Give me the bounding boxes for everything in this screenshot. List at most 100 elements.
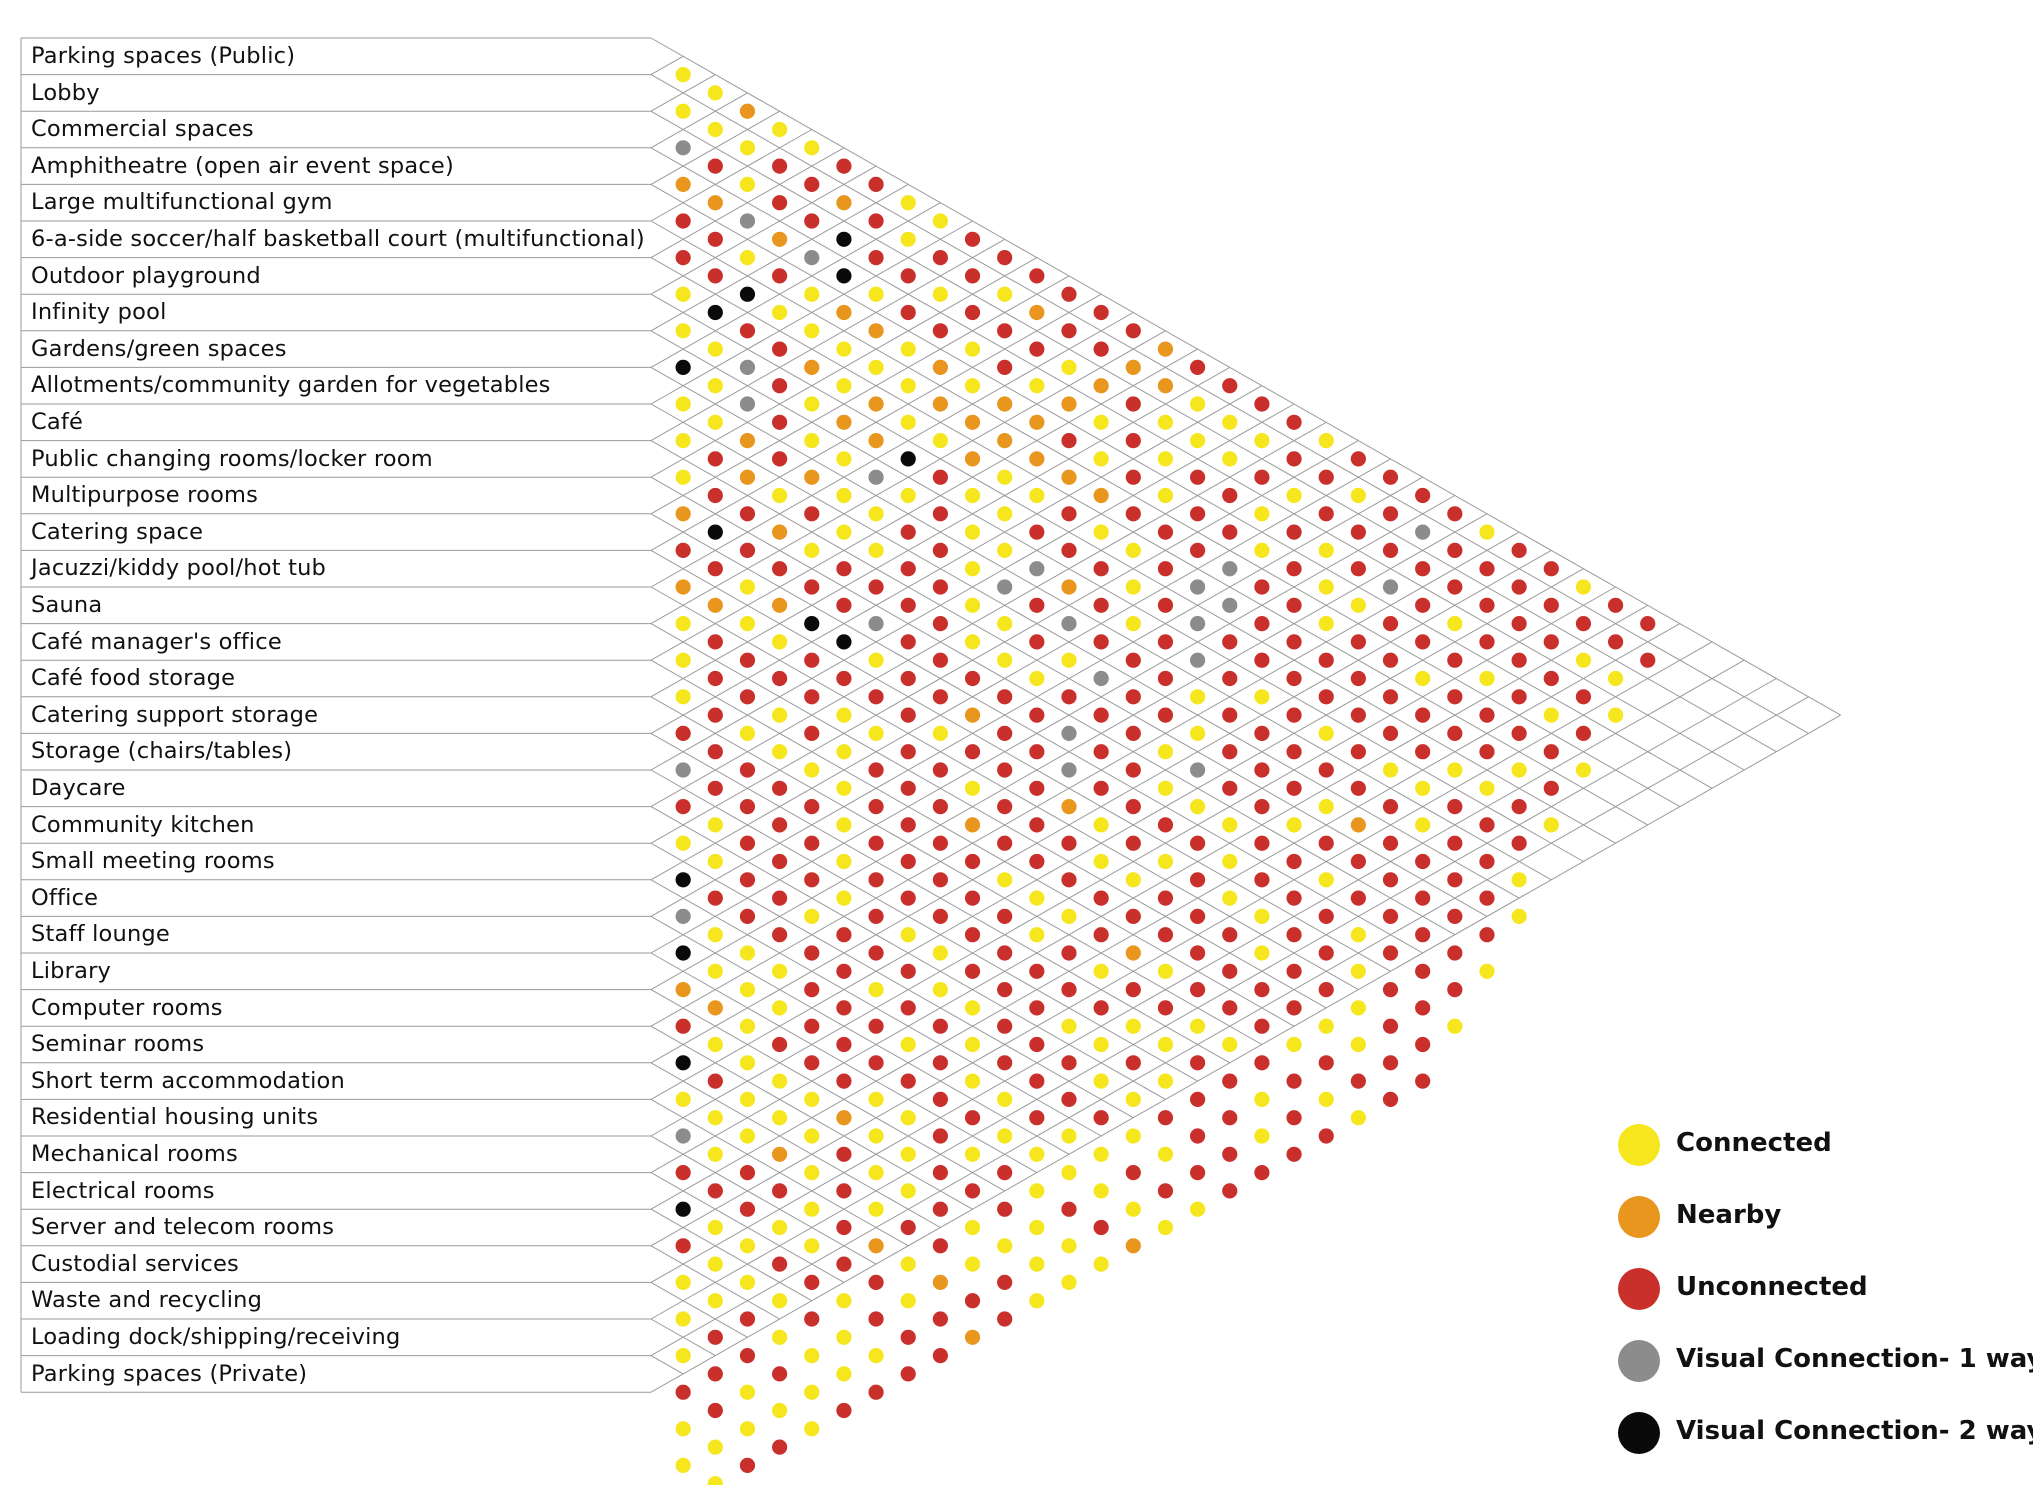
relation-dot bbox=[1125, 323, 1141, 339]
relation-dot bbox=[1447, 725, 1463, 742]
relation-dot bbox=[1350, 670, 1366, 687]
relation-dot bbox=[900, 817, 916, 833]
relation-dot bbox=[868, 799, 884, 815]
relation-dot bbox=[1061, 652, 1077, 668]
row-label: Infinity pool bbox=[31, 299, 167, 326]
legend-label: Visual Connection- 2 way bbox=[1676, 1416, 2033, 1446]
relation-dot bbox=[707, 1329, 723, 1345]
relation-dot bbox=[932, 1201, 948, 1217]
relation-dot bbox=[900, 1000, 916, 1016]
relation-dot bbox=[1382, 1055, 1399, 1071]
row-label: Catering support storage bbox=[31, 701, 319, 728]
relation-dot bbox=[1447, 799, 1463, 815]
relation-dot bbox=[1125, 1055, 1141, 1071]
relation-dot bbox=[932, 506, 948, 522]
relation-dot bbox=[1157, 561, 1174, 577]
grid-diagonal-up bbox=[650, 55, 684, 76]
relation-dot bbox=[1415, 1073, 1431, 1089]
relation-dot bbox=[1029, 634, 1045, 650]
relation-dot bbox=[932, 725, 948, 742]
relation-dot bbox=[964, 1256, 981, 1272]
grid-diagonal-down bbox=[650, 476, 1456, 936]
relation-dot bbox=[1479, 634, 1495, 650]
relation-dot bbox=[1382, 872, 1399, 888]
relation-dot bbox=[997, 1055, 1013, 1071]
relation-dot bbox=[900, 597, 916, 613]
row-label: Sauna bbox=[31, 592, 103, 618]
relation-dot bbox=[739, 213, 756, 229]
relation-dot bbox=[900, 341, 916, 357]
relation-dot bbox=[1543, 817, 1559, 833]
relation-dot bbox=[1222, 487, 1238, 504]
relation-dot bbox=[900, 1146, 916, 1162]
relation-dot bbox=[707, 121, 723, 138]
relation-dot bbox=[675, 579, 691, 595]
relation-dot bbox=[836, 1146, 852, 1162]
relation-dot bbox=[675, 1128, 691, 1144]
grid-diagonal-down bbox=[650, 623, 1327, 1009]
relation-dot bbox=[1157, 487, 1174, 504]
relation-dot bbox=[1190, 1091, 1206, 1107]
relation-dot bbox=[739, 616, 756, 632]
relation-dot bbox=[1318, 469, 1334, 485]
relation-dot bbox=[675, 725, 691, 742]
relation-dot bbox=[868, 1201, 884, 1217]
relation-dot bbox=[1607, 597, 1624, 613]
relation-dot bbox=[1190, 616, 1206, 632]
relation-dot bbox=[707, 1219, 723, 1236]
relation-dot bbox=[1447, 542, 1463, 559]
relation-dot bbox=[1190, 945, 1206, 961]
legend-label: Nearby bbox=[1676, 1200, 1782, 1230]
relation-dot bbox=[836, 378, 852, 394]
relation-dot bbox=[964, 707, 981, 723]
relation-dot bbox=[1415, 853, 1431, 870]
relation-dot bbox=[1222, 707, 1238, 723]
relation-dot bbox=[1093, 963, 1109, 979]
relation-dot bbox=[1350, 963, 1366, 979]
relation-dot bbox=[1350, 487, 1366, 504]
relation-dot bbox=[675, 103, 691, 119]
relation-dot bbox=[1029, 1183, 1045, 1199]
relation-dot bbox=[1222, 524, 1238, 540]
relation-dot bbox=[1093, 634, 1109, 650]
relation-dot bbox=[1254, 945, 1270, 961]
relation-dot bbox=[1382, 506, 1399, 522]
grid-diagonal-up bbox=[650, 440, 1359, 844]
relation-dot bbox=[1157, 1073, 1174, 1089]
relation-dot bbox=[804, 1128, 820, 1144]
relation-dot bbox=[804, 945, 820, 961]
relation-dot bbox=[1061, 1201, 1077, 1217]
relation-dot bbox=[1093, 561, 1109, 577]
relation-dot bbox=[836, 927, 852, 943]
relation-dot bbox=[707, 853, 723, 870]
relation-dot bbox=[1254, 652, 1270, 668]
relation-dot bbox=[1029, 1110, 1045, 1126]
relation-dot bbox=[1093, 1183, 1109, 1199]
relation-dot bbox=[1125, 396, 1141, 412]
relation-dot bbox=[739, 359, 756, 375]
relation-dot bbox=[836, 780, 852, 796]
legend-swatch bbox=[1618, 1268, 1660, 1310]
relation-dot bbox=[1029, 1000, 1045, 1016]
relation-dot bbox=[675, 908, 691, 925]
row-label: Custodial services bbox=[31, 1250, 239, 1277]
relation-dot bbox=[1318, 835, 1334, 851]
relation-dot bbox=[1125, 799, 1141, 815]
relation-dot bbox=[1157, 1219, 1174, 1236]
relation-dot bbox=[1286, 963, 1302, 979]
relation-dot bbox=[707, 268, 723, 284]
relation-dot bbox=[1575, 689, 1592, 705]
relation-dot bbox=[739, 872, 756, 888]
relation-dot bbox=[804, 396, 820, 412]
relation-dot bbox=[1286, 927, 1302, 943]
relation-dot bbox=[1029, 817, 1045, 833]
relation-dot bbox=[1511, 799, 1527, 815]
relation-dot bbox=[804, 176, 820, 192]
relation-dot bbox=[868, 616, 884, 632]
relation-dot bbox=[804, 872, 820, 888]
relation-dot bbox=[1029, 451, 1045, 467]
relation-dot bbox=[1382, 799, 1399, 815]
relation-dot bbox=[1222, 1000, 1238, 1016]
relation-dot bbox=[997, 359, 1013, 375]
relation-dot bbox=[932, 1091, 948, 1107]
